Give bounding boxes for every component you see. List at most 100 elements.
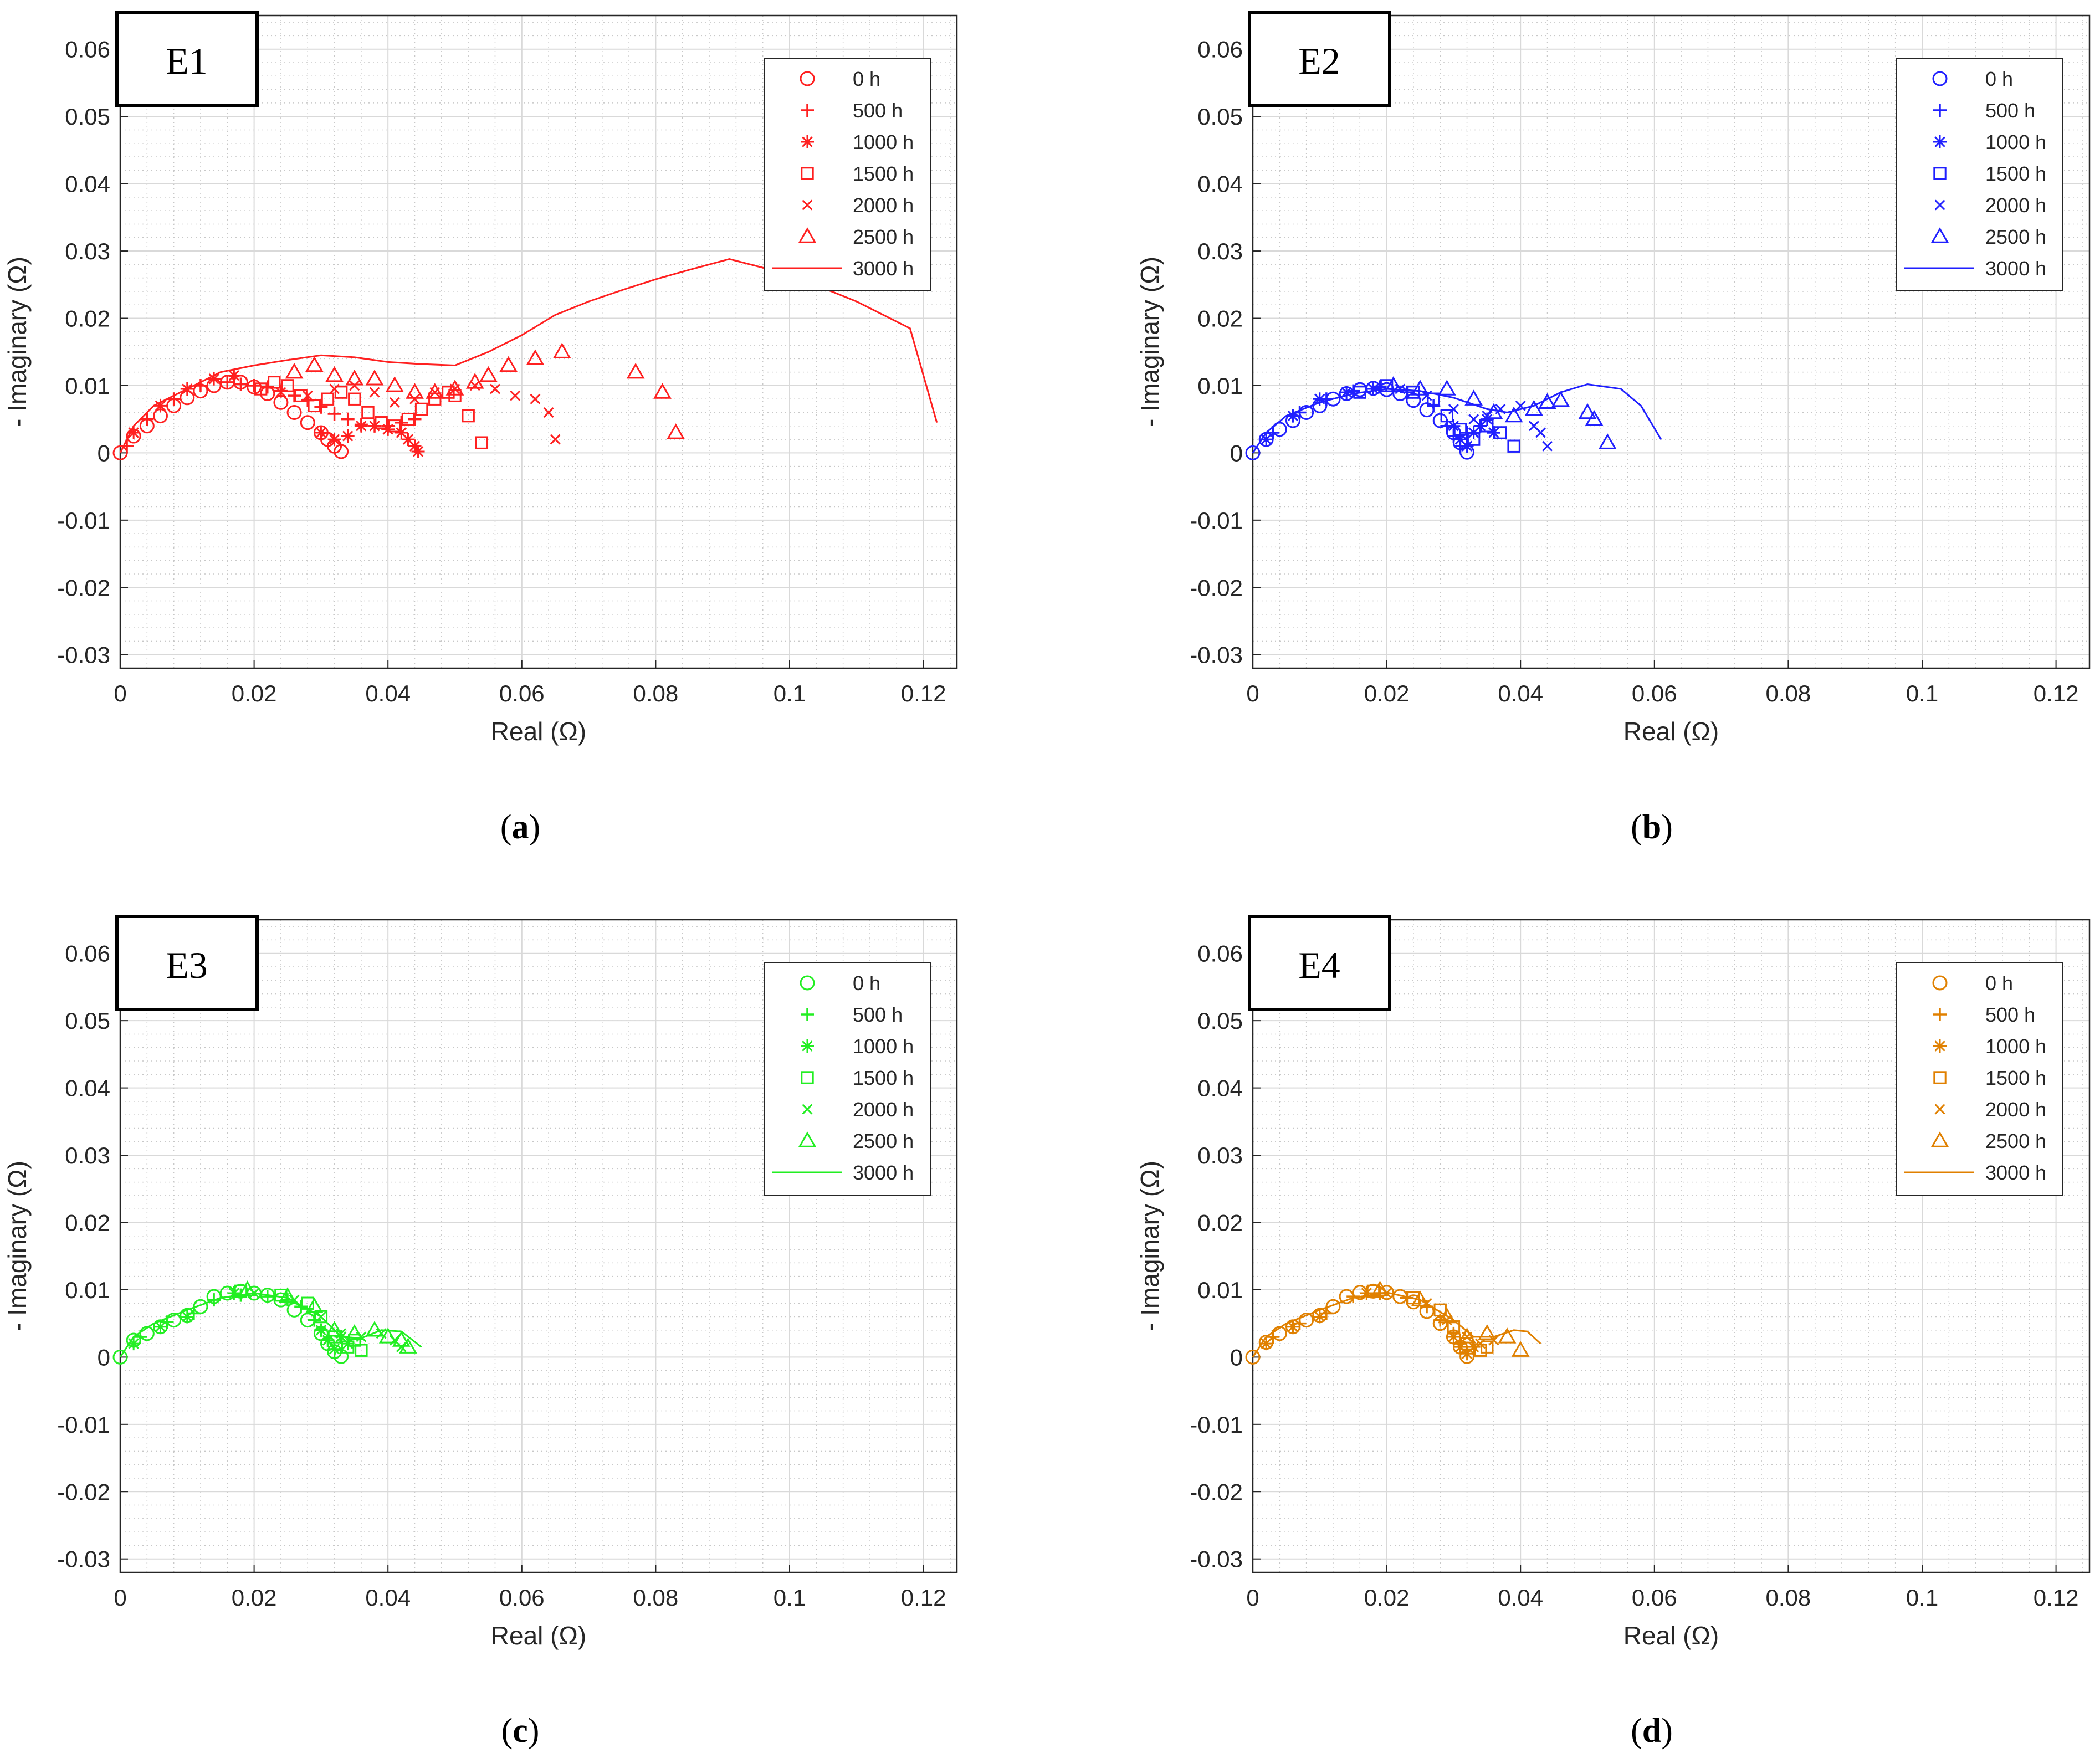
legend-marker-swatch — [801, 1071, 814, 1084]
data-point — [120, 439, 134, 453]
data-point — [1481, 419, 1494, 433]
data-point — [1407, 386, 1420, 399]
data-point — [354, 419, 368, 433]
panel-tag: E3 — [115, 915, 259, 1011]
x-tick-label: 0 — [114, 680, 126, 706]
legend-box — [1896, 58, 2063, 291]
data-point — [153, 399, 167, 413]
x-tick-label: 0.02 — [1364, 680, 1410, 706]
data-point — [389, 397, 400, 408]
series-3000-h — [1252, 383, 1662, 454]
data-point — [345, 369, 364, 386]
data-point — [361, 406, 375, 419]
data-point — [1535, 427, 1546, 438]
legend: 0 h 500 h 1000 h 1500 h 2000 h 2500 h 3000 h — [764, 962, 931, 1196]
panel-tag: E1 — [115, 11, 259, 107]
panel-tag-box — [1248, 915, 1391, 1011]
x-tick-label: 0.12 — [901, 680, 946, 706]
y-axis-title: - Imaginary (Ω) — [3, 257, 32, 427]
data-point — [1411, 380, 1430, 396]
data-point — [1440, 409, 1454, 423]
data-point — [1286, 1320, 1300, 1334]
data-point — [1427, 399, 1441, 413]
axes-box — [119, 14, 958, 669]
y-axis-title: - Imaginary (Ω) — [3, 1161, 32, 1331]
x-tick-label: 0 — [1246, 680, 1259, 706]
data-point — [112, 445, 128, 460]
data-point — [341, 1337, 355, 1351]
chart-panel-e1: 0 0.02 0.04 0.06 0.08 0.1 0.12 0.06 0.05 0.04 0.03… — [3, 11, 958, 846]
y-axis-title: - Imaginary (Ω) — [1135, 257, 1164, 427]
x-tick-label: 0.08 — [1766, 680, 1811, 706]
data-point — [327, 1342, 341, 1356]
y-tick-label: -0.01 — [1190, 508, 1243, 534]
data-point — [321, 392, 335, 406]
x-tick-label: 0.06 — [499, 1585, 545, 1611]
legend-marker-swatch — [800, 975, 815, 991]
legend-marker-swatch — [802, 1104, 813, 1115]
legend-label: 500 h — [853, 1003, 903, 1026]
data-point — [1551, 391, 1570, 407]
y-tick-label: 0 — [1230, 440, 1243, 466]
x-tick-label: 0.04 — [365, 680, 411, 706]
caption-paren-open: ( — [1631, 808, 1642, 846]
panel-tag-label: E1 — [166, 40, 208, 82]
caption-paren-close: ) — [1661, 1712, 1673, 1750]
data-point — [1259, 1337, 1273, 1351]
data-point — [227, 1286, 241, 1300]
data-point — [112, 1349, 128, 1365]
legend-label: 3000 h — [1985, 1161, 2046, 1184]
data-point — [334, 1349, 349, 1364]
series-3000-h — [1252, 1291, 1541, 1358]
legend: 0 h 500 h 1000 h 1500 h 2000 h 2500 h 3000 h — [764, 58, 931, 291]
data-point — [381, 422, 395, 436]
data-point — [314, 400, 328, 414]
axes-box — [119, 919, 958, 1573]
y-tick-label: 0.04 — [1197, 1075, 1243, 1101]
caption-paren-open: ( — [501, 1712, 513, 1750]
data-point — [626, 362, 645, 379]
y-tick-label: 0.02 — [65, 1209, 110, 1236]
data-point — [1473, 419, 1487, 433]
data-point — [348, 1334, 361, 1347]
x-tick-label: 0.04 — [365, 1585, 411, 1611]
data-point — [399, 1337, 417, 1354]
panel-tag-label: E2 — [1298, 40, 1340, 82]
y-tick-label: 0.04 — [65, 171, 110, 197]
data-point — [1366, 1284, 1380, 1298]
series-1500-h — [1353, 379, 1520, 453]
legend-label: 500 h — [1985, 1003, 2035, 1026]
y-tick-label: 0.01 — [65, 1277, 110, 1303]
series-line — [1252, 383, 1662, 454]
data-point — [1460, 439, 1474, 453]
y-tick-label: -0.01 — [57, 1412, 110, 1438]
data-point — [281, 379, 294, 392]
data-point — [247, 378, 261, 392]
data-point — [408, 412, 422, 426]
series-line — [119, 1292, 422, 1358]
panel-tag-label: E4 — [1298, 944, 1340, 986]
y-tick-label: 0.06 — [1197, 941, 1243, 967]
legend-marker-swatch — [1932, 71, 1948, 86]
y-tick-label: -0.02 — [57, 1479, 110, 1505]
x-tick-label: 0.1 — [1906, 680, 1938, 706]
chart-panel-e3: 0 0.02 0.04 0.06 0.08 0.1 0.12 0.06 0.05 0.04 0.03… — [3, 915, 958, 1750]
data-point — [1511, 1341, 1530, 1357]
data-point — [221, 375, 234, 389]
x-tick-label: 0.12 — [2034, 680, 2079, 706]
y-tick-label: 0.02 — [65, 305, 110, 331]
legend-label: 3000 h — [853, 257, 914, 280]
axes-box — [1252, 14, 2091, 669]
x-tick-label: 0.12 — [901, 1585, 946, 1611]
data-point — [1245, 1349, 1261, 1365]
legend-marker-swatch — [800, 71, 815, 86]
data-point — [1542, 440, 1553, 452]
legend-label: 2500 h — [853, 1130, 914, 1152]
x-axis-title: Real (Ω) — [1623, 717, 1719, 746]
sub-caption: (c) — [501, 1712, 540, 1750]
legend-marker-swatch — [1933, 167, 1947, 180]
data-point — [667, 423, 685, 439]
data-point — [396, 1341, 407, 1352]
x-tick-label: 0.04 — [1498, 680, 1543, 706]
y-axis-title: - Imaginary (Ω) — [1135, 1161, 1164, 1331]
